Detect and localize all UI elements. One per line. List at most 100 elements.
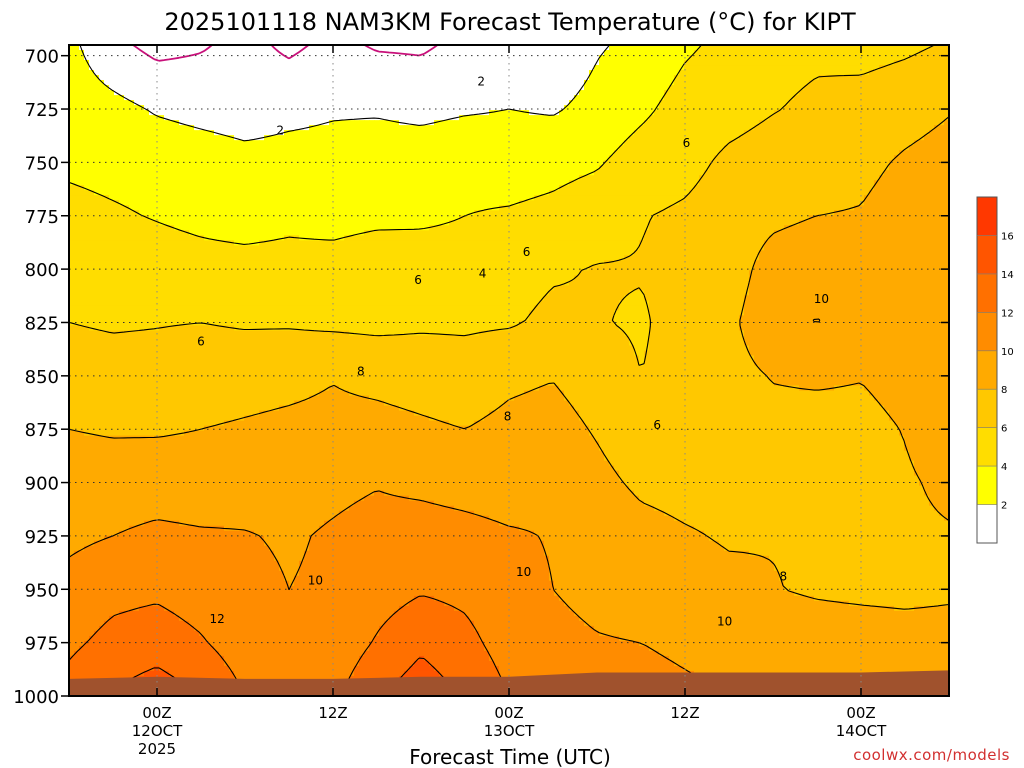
temperature-cell: [164, 65, 170, 71]
temperature-cell: [854, 135, 860, 141]
temperature-cell: [789, 140, 795, 146]
temperature-cell: [574, 145, 580, 151]
temperature-cell: [279, 125, 285, 131]
temperature-cell: [684, 110, 690, 116]
temperature-cell: [584, 160, 590, 166]
temperature-cell: [109, 130, 115, 136]
temperature-cell: [239, 125, 245, 131]
temperature-cell: [569, 180, 575, 186]
temperature-cell: [539, 95, 545, 101]
temperature-cell: [304, 170, 310, 176]
temperature-cell: [584, 80, 590, 86]
temperature-cell: [499, 160, 505, 166]
temperature-cell: [824, 115, 830, 121]
temperature-cell: [869, 170, 875, 176]
temperature-cell: [474, 80, 480, 86]
temperature-cell: [499, 120, 505, 126]
temperature-cell: [664, 135, 670, 141]
temperature-cell: [459, 170, 465, 176]
temperature-cell: [599, 65, 605, 71]
temperature-cell: [314, 85, 320, 91]
temperature-cell: [209, 65, 215, 71]
temperature-cell: [519, 180, 525, 186]
temperature-cell: [109, 50, 115, 56]
temperature-cell: [354, 135, 360, 141]
temperature-cell: [439, 90, 445, 96]
temperature-cell: [689, 70, 695, 76]
temperature-cell: [409, 125, 415, 131]
temperature-cell: [159, 140, 165, 146]
temperature-cell: [449, 145, 455, 151]
temperature-cell: [529, 105, 535, 111]
temperature-cell: [404, 100, 410, 106]
temperature-cell: [204, 150, 210, 156]
temperature-cell: [649, 115, 655, 121]
temperature-cell: [84, 175, 90, 181]
temperature-cell: [579, 130, 585, 136]
temperature-cell: [394, 130, 400, 136]
temperature-cell: [239, 105, 245, 111]
temperature-cell: [314, 45, 320, 51]
temperature-cell: [764, 120, 770, 126]
temperature-cell: [409, 170, 415, 176]
temperature-cell: [719, 150, 725, 156]
temperature-cell: [69, 175, 75, 181]
temperature-cell: [184, 170, 190, 176]
temperature-cell: [759, 180, 765, 186]
temperature-cell: [694, 100, 700, 106]
temperature-cell: [259, 145, 265, 151]
temperature-cell: [339, 75, 345, 81]
temperature-cell: [874, 155, 880, 161]
temperature-cell: [854, 65, 860, 71]
temperature-cell: [934, 140, 940, 146]
temperature-cell: [814, 70, 820, 76]
temperature-cell: [94, 90, 100, 96]
temperature-cell: [74, 120, 80, 126]
temperature-cell: [689, 140, 695, 146]
temperature-cell: [609, 165, 615, 171]
temperature-cell: [119, 140, 125, 146]
temperature-cell: [749, 55, 755, 61]
temperature-cell: [794, 105, 800, 111]
temperature-cell: [914, 150, 920, 156]
temperature-cell: [424, 45, 430, 51]
temperature-cell: [464, 160, 470, 166]
temperature-cell: [699, 135, 705, 141]
temperature-cell: [794, 55, 800, 61]
temperature-cell: [424, 100, 430, 106]
temperature-cell: [754, 165, 760, 171]
temperature-cell: [529, 135, 535, 141]
temperature-cell: [794, 125, 800, 131]
temperature-cell: [414, 155, 420, 161]
temperature-cell: [409, 140, 415, 146]
temperature-cell: [69, 145, 75, 151]
temperature-cell: [619, 170, 625, 176]
temperature-cell: [584, 170, 590, 176]
temperature-cell: [544, 175, 550, 181]
temperature-cell: [659, 45, 665, 51]
temperature-cell: [324, 110, 330, 116]
temperature-cell: [429, 170, 435, 176]
temperature-cell: [359, 60, 365, 66]
temperature-cell: [299, 130, 305, 136]
temperature-cell: [924, 125, 930, 131]
temperature-cell: [484, 70, 490, 76]
temperature-cell: [724, 135, 730, 141]
temperature-cell: [659, 160, 665, 166]
temperature-cell: [129, 170, 135, 176]
temperature-cell: [134, 50, 140, 56]
temperature-cell: [419, 50, 425, 56]
temperature-cell: [639, 70, 645, 76]
temperature-cell: [829, 50, 835, 56]
temperature-cell: [429, 100, 435, 106]
temperature-cell: [124, 125, 130, 131]
temperature-cell: [434, 80, 440, 86]
temperature-cell: [929, 165, 935, 171]
temperature-cell: [654, 120, 660, 126]
temperature-cell: [614, 155, 620, 161]
temperature-cell: [84, 180, 90, 186]
temperature-cell: [849, 170, 855, 176]
temperature-cell: [559, 145, 565, 151]
temperature-cell: [679, 135, 685, 141]
temperature-cell: [699, 150, 705, 156]
